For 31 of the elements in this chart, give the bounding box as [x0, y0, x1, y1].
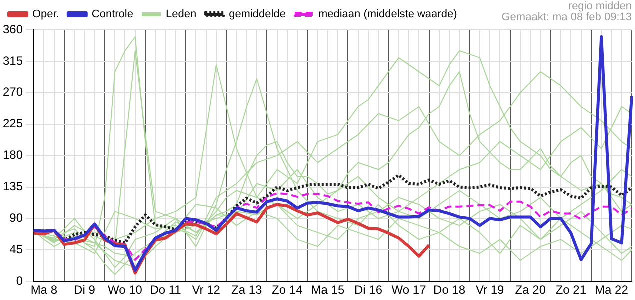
y-tick-label: 180	[2, 148, 24, 162]
x-tick-label: Za 13	[232, 283, 263, 298]
x-tick-label: Za 20	[515, 283, 546, 298]
x-tick-label: Do 11	[150, 283, 182, 298]
legend-label: mediaan (middelste waarde)	[318, 8, 458, 21]
y-tick-label: 0	[16, 274, 24, 288]
x-tick-label: Vr 12	[192, 283, 221, 298]
x-tick-label: Zo 21	[556, 283, 587, 298]
y-tick-label: 225	[2, 116, 24, 131]
legend-label: Leden	[166, 8, 197, 21]
legend-label: gemiddelde	[229, 8, 286, 21]
x-tick-label: Di 9	[74, 283, 96, 298]
y-tick-label: 315	[2, 54, 24, 68]
x-tick-label: Vr 19	[476, 283, 505, 298]
legend-label: Controle	[92, 8, 134, 21]
x-tick-label: Zo 14	[272, 283, 304, 298]
text: Gemaakt: ma 08 feb 09:13	[502, 12, 632, 24]
y-tick-label: 90	[10, 211, 24, 226]
x-tick-label: Ma 8	[30, 283, 58, 298]
x-tick-label: Do 18	[434, 283, 466, 298]
x-tick-label: Ma 15	[311, 283, 345, 298]
x-tick-label: Wo 17	[392, 283, 427, 298]
x-tick-label: Wo 10	[108, 283, 143, 298]
text: regio midden	[568, 0, 632, 13]
y-tick-label: 360	[2, 22, 24, 36]
legend-label: Oper.	[32, 8, 60, 21]
y-tick-label: 270	[2, 85, 24, 100]
y-tick-label: 45	[10, 242, 24, 256]
x-tick-label: Di 16	[354, 283, 383, 298]
x-tick-label: Ma 22	[595, 283, 629, 298]
y-tick-label: 135	[2, 180, 24, 194]
